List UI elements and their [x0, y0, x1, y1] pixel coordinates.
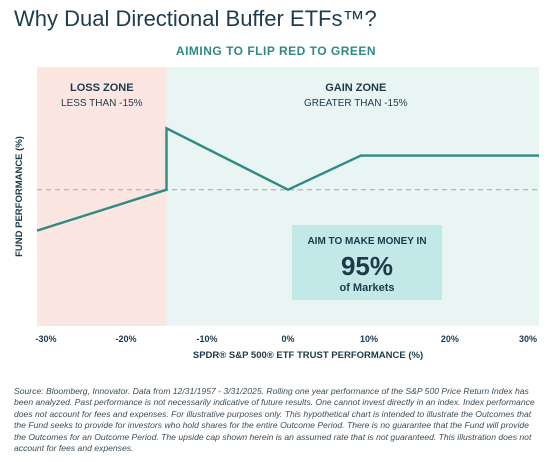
- y-axis-label: FUND PERFORMANCE (%): [14, 136, 25, 257]
- callout-box: AIM TO MAKE MONEY IN 95% of Markets: [292, 225, 442, 300]
- loss-zone-subtitle: LESS THAN -15%: [61, 98, 143, 109]
- callout-heading: AIM TO MAKE MONEY IN: [307, 236, 426, 247]
- payoff-chart: LOSS ZONE LESS THAN -15% GAIN ZONE GREAT…: [14, 67, 539, 361]
- loss-zone-title: LOSS ZONE: [70, 82, 134, 94]
- x-tick-label: 30%: [519, 334, 537, 344]
- gain-zone-subtitle: GREATER THAN -15%: [304, 98, 408, 109]
- x-tick-label: -20%: [116, 334, 137, 344]
- x-tick-labels: -30% -20% -10% 0% 10% 20% 30%: [35, 334, 537, 344]
- x-axis-label: SPDR® S&P 500® ETF TRUST PERFORMANCE (%): [193, 350, 423, 361]
- x-tick-label: 0%: [281, 334, 294, 344]
- callout-percentage: 95%: [341, 251, 393, 281]
- x-tick-label: -10%: [197, 334, 218, 344]
- chart-subtitle: AIMING TO FLIP RED TO GREEN: [175, 44, 377, 58]
- x-tick-label: 20%: [441, 334, 459, 344]
- payoff-series-line-0: [36, 126, 539, 232]
- page-title: Why Dual Directional Buffer ETFs™?: [14, 6, 377, 31]
- series-group: [36, 126, 539, 232]
- x-tick-label: -30%: [35, 334, 56, 344]
- callout-caption: of Markets: [339, 282, 394, 294]
- gain-zone-title: GAIN ZONE: [325, 82, 386, 94]
- x-tick-label: 10%: [360, 334, 378, 344]
- callout-background: [292, 225, 442, 300]
- footnote-disclaimer: Source: Bloomberg, Innovator. Data from …: [14, 386, 535, 454]
